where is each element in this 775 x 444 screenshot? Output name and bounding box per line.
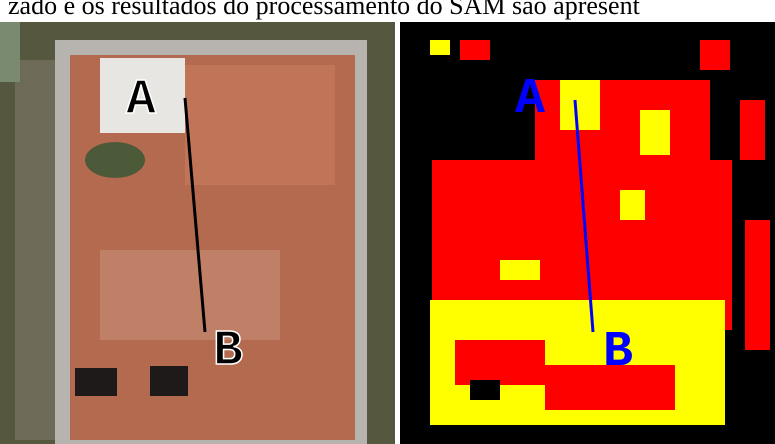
page: zado e os resultados do processamento do…: [0, 0, 775, 444]
sam-map: A B: [400, 22, 775, 444]
caption: zado e os resultados do processamento do…: [8, 0, 641, 20]
figure: zado e os resultados do processamento do…: [0, 0, 775, 444]
label-a: A: [126, 72, 156, 129]
label-a: A: [515, 71, 545, 128]
satellite-image: A B: [0, 22, 395, 444]
label-b: B: [603, 324, 633, 381]
label-b: B: [213, 323, 243, 380]
